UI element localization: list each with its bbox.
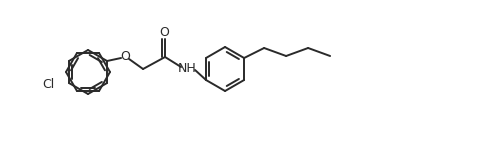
Text: O: O: [159, 26, 169, 40]
Text: Cl: Cl: [43, 78, 55, 92]
Text: O: O: [120, 50, 130, 64]
Text: NH: NH: [177, 62, 196, 76]
